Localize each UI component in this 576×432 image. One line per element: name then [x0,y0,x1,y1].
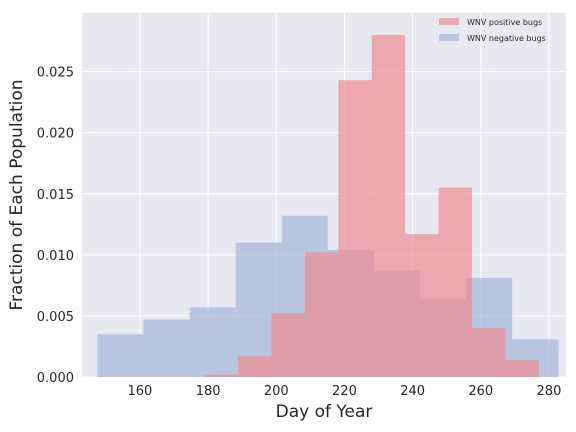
wnv-positive-bugs-bar [304,252,339,377]
wnv-negative-bugs-bar [143,319,190,377]
wnv-positive-bugs-legend-swatch [439,18,459,25]
wnv-negative-bugs-legend-label: WNV negative bugs [467,34,546,43]
wnv-negative-bugs-legend-swatch [439,34,459,41]
wnv-positive-bugs-bar [338,80,372,377]
wnv-positive-bugs-bar [271,313,305,377]
y-tick-label: 0.000 [37,371,74,386]
wnv-positive-bugs-bar [204,374,239,377]
wnv-negative-bugs-bar [97,334,144,377]
x-tick-label: 280 [537,384,562,399]
x-tick-label: 260 [468,384,493,399]
y-tick-labels: 0.000 0.005 0.010 0.015 0.020 0.025 [37,66,74,386]
wnv-negative-bugs-bar [189,307,236,377]
wnv-positive-bugs-bar [438,187,472,377]
y-tick-label: 0.010 [37,249,74,264]
bars [97,34,559,378]
x-tick-label: 220 [332,384,357,399]
x-tick-labels: 160 180 200 220 240 260 280 [128,384,562,399]
wnv-positive-bugs-legend-label: WNV positive bugs [467,18,542,27]
y-tick-label: 0.015 [37,188,74,203]
wnv-positive-bugs-bar [371,34,406,378]
y-tick-label: 0.005 [37,310,74,325]
y-tick-label: 0.025 [37,66,74,81]
y-axis-label: Fraction of Each Population [7,79,27,310]
x-tick-label: 160 [128,384,153,399]
x-tick-label: 200 [264,384,289,399]
x-axis-label: Day of Year [276,402,373,422]
wnv-positive-bugs-bar [238,356,272,377]
wnv-positive-bugs-bar [471,328,506,377]
x-tick-label: 240 [400,384,425,399]
legend: WNV positive bugs WNV negative bugs [439,18,546,43]
x-tick-label: 180 [196,384,221,399]
wnv-positive-bugs-bar [505,359,539,377]
y-tick-label: 0.020 [37,127,74,142]
wnv-positive-bugs-bar [405,234,439,377]
